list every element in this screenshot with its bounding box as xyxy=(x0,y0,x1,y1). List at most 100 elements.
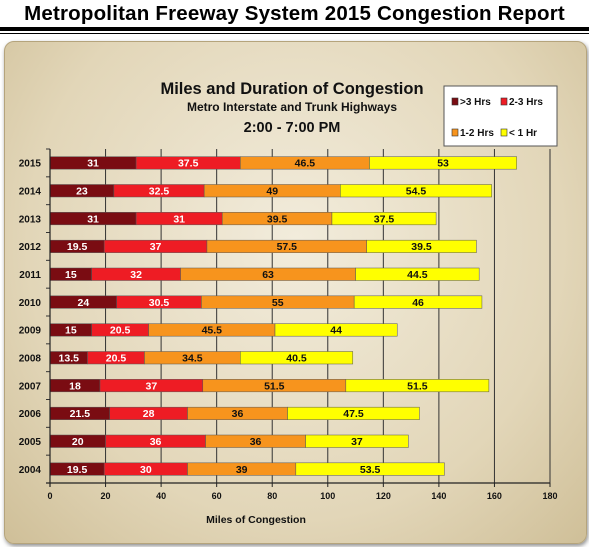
chart-panel: Miles and Duration of Congestion Metro I… xyxy=(4,41,587,544)
legend-label-4: < 1 Hr xyxy=(509,128,537,139)
data-label-2009-seg-4: 44 xyxy=(330,325,342,337)
y-tick-label-2015: 2015 xyxy=(19,159,42,170)
data-label-2010-seg-4: 46 xyxy=(412,297,424,309)
chart-title: Miles and Duration of Congestion xyxy=(160,80,423,98)
data-label-2014-seg-4: 54.5 xyxy=(406,186,427,198)
data-label-2006-seg-2: 28 xyxy=(143,408,155,420)
data-label-2005-seg-1: 20 xyxy=(72,436,84,448)
data-label-2014-seg-2: 32.5 xyxy=(149,186,170,198)
legend-swatch-2 xyxy=(500,97,508,106)
data-label-2004-seg-1: 19.5 xyxy=(67,464,88,476)
data-label-2009-seg-1: 15 xyxy=(65,325,77,337)
data-label-2012-seg-1: 19.5 xyxy=(67,241,88,253)
data-label-2015-seg-4: 53 xyxy=(437,158,449,170)
bar-2014-seg-4 xyxy=(340,184,492,198)
bar-2010-seg-4 xyxy=(353,295,483,309)
bar-2015-seg-4 xyxy=(369,156,517,170)
data-label-2013-seg-1: 31 xyxy=(87,213,99,225)
legend: >3 Hrs 2-3 Hrs 1-2 Hrs < 1 Hr xyxy=(443,85,558,147)
data-label-2004-seg-4: 53.5 xyxy=(360,464,381,476)
data-label-2004-seg-2: 30 xyxy=(140,464,152,476)
legend-label-1: >3 Hrs xyxy=(460,97,491,108)
bar-2005-seg-4 xyxy=(305,434,409,448)
data-label-2009-seg-3: 45.5 xyxy=(202,325,223,337)
data-label-2015-seg-1: 31 xyxy=(87,158,99,170)
y-tick-label-2013: 2013 xyxy=(19,214,42,225)
data-label-2010-seg-2: 30.5 xyxy=(149,297,170,309)
y-tick-label-2009: 2009 xyxy=(19,326,42,337)
y-tick-label-2008: 2008 xyxy=(19,354,42,365)
axes: 2015201420132012201120102009200820072006… xyxy=(19,148,558,501)
x-tick-label-120: 120 xyxy=(376,491,391,501)
data-label-2010-seg-1: 24 xyxy=(77,297,89,309)
x-tick-label-40: 40 xyxy=(156,491,166,501)
data-label-2006-seg-4: 47.5 xyxy=(343,408,364,420)
y-tick-label-2005: 2005 xyxy=(19,437,42,448)
chart-subtitle-time: 2:00 - 7:00 PM xyxy=(244,120,341,136)
data-label-2015-seg-2: 37.5 xyxy=(178,158,199,170)
bar-2011-seg-4 xyxy=(355,267,480,281)
data-label-2012-seg-4: 39.5 xyxy=(411,241,432,253)
x-tick-label-100: 100 xyxy=(320,491,335,501)
bar-2012-seg-4 xyxy=(366,239,477,253)
data-label-2008-seg-4: 40.5 xyxy=(286,353,307,365)
report-title: Metropolitan Freeway System 2015 Congest… xyxy=(24,2,565,25)
bar-2007-seg-4 xyxy=(345,379,490,393)
data-label-2005-seg-2: 36 xyxy=(150,436,162,448)
legend-swatch-4 xyxy=(500,128,508,137)
data-label-2007-seg-4: 51.5 xyxy=(407,380,428,392)
x-tick-label-180: 180 xyxy=(542,491,557,501)
y-tick-label-2010: 2010 xyxy=(19,298,42,309)
title-rule-thick xyxy=(0,27,589,31)
data-label-2007-seg-2: 37 xyxy=(146,380,158,392)
data-label-2007-seg-1: 18 xyxy=(69,380,81,392)
data-label-2008-seg-3: 34.5 xyxy=(182,353,203,365)
data-label-2013-seg-3: 39.5 xyxy=(267,213,288,225)
bar-2006-seg-4 xyxy=(287,406,420,420)
data-label-2011-seg-2: 32 xyxy=(130,269,142,281)
data-label-2005-seg-3: 36 xyxy=(250,436,262,448)
bar-2004-seg-4 xyxy=(295,462,445,476)
data-label-2011-seg-3: 63 xyxy=(262,269,274,281)
chart-subtitle: Metro Interstate and Trunk Highways xyxy=(187,100,397,114)
congestion-chart: Miles and Duration of Congestion Metro I… xyxy=(19,80,558,526)
data-label-2012-seg-2: 37 xyxy=(150,241,162,253)
data-label-2008-seg-1: 13.5 xyxy=(59,353,80,365)
bar-2008-seg-4 xyxy=(240,351,354,365)
y-tick-label-2014: 2014 xyxy=(19,187,42,198)
data-label-2012-seg-3: 57.5 xyxy=(277,241,298,253)
x-tick-label-160: 160 xyxy=(487,491,502,501)
legend-box xyxy=(443,85,558,147)
x-tick-label-140: 140 xyxy=(431,491,446,501)
x-tick-label-20: 20 xyxy=(101,491,111,501)
data-label-2014-seg-1: 23 xyxy=(76,186,88,198)
data-label-2004-seg-3: 39 xyxy=(236,464,248,476)
data-label-2011-seg-1: 15 xyxy=(65,269,77,281)
x-tick-label-80: 80 xyxy=(267,491,277,501)
x-tick-label-60: 60 xyxy=(212,491,222,501)
data-label-2014-seg-3: 49 xyxy=(266,186,278,198)
x-tick-label-0: 0 xyxy=(47,491,52,501)
data-label-2007-seg-3: 51.5 xyxy=(264,380,285,392)
data-label-2011-seg-4: 44.5 xyxy=(407,269,428,281)
title-rule-thin xyxy=(0,33,589,34)
y-tick-label-2012: 2012 xyxy=(19,242,42,253)
data-label-2013-seg-2: 31 xyxy=(173,213,185,225)
data-label-2005-seg-4: 37 xyxy=(351,436,363,448)
legend-label-3: 1-2 Hrs xyxy=(460,128,494,139)
y-tick-label-2004: 2004 xyxy=(19,465,42,476)
bar-2009-seg-4 xyxy=(274,323,398,337)
data-label-2013-seg-4: 37.5 xyxy=(374,213,395,225)
data-label-2015-seg-3: 46.5 xyxy=(295,158,316,170)
gridlines xyxy=(105,149,551,483)
x-axis-label: Miles of Congestion xyxy=(206,514,306,526)
data-label-2009-seg-2: 20.5 xyxy=(110,325,131,337)
data-label-2010-seg-3: 55 xyxy=(272,297,284,309)
legend-swatch-1 xyxy=(451,97,459,106)
bar-marks: 31 37.5 46.5 53 23 32.5 49 54.5 31 31 39.5 37.5 19.5… xyxy=(49,156,517,476)
legend-swatch-3 xyxy=(451,128,459,137)
bar-2013-seg-4 xyxy=(331,212,437,226)
y-tick-label-2011: 2011 xyxy=(19,270,41,281)
data-label-2006-seg-3: 36 xyxy=(232,408,244,420)
legend-label-2: 2-3 Hrs xyxy=(509,97,543,108)
